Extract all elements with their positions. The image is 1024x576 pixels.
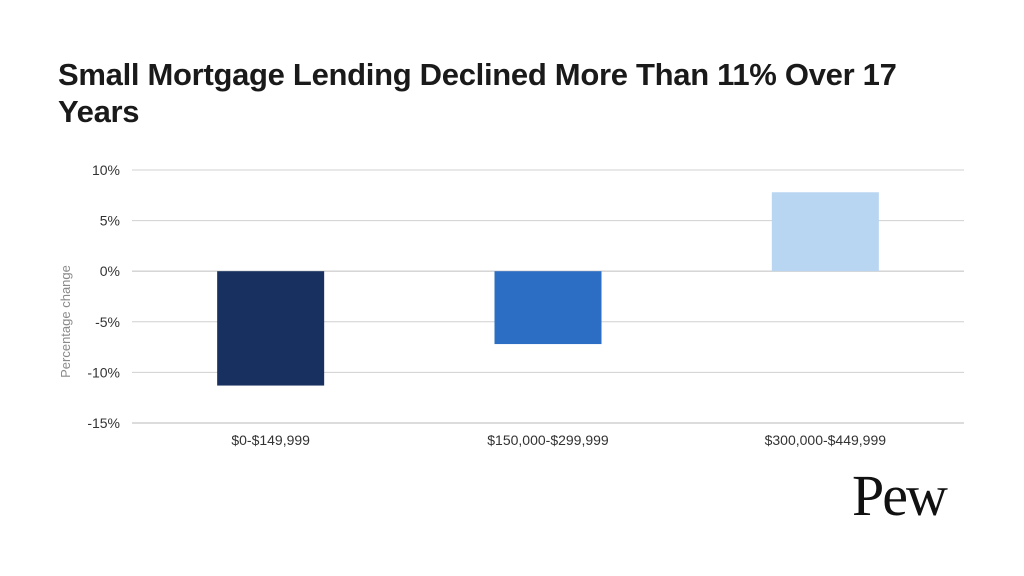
y-tick-label: 0% (100, 263, 120, 279)
x-tick-label: $0-$149,999 (231, 432, 310, 448)
pew-logo: Pew (852, 463, 948, 528)
y-axis-ticks: 10% 5% 0% -5% -10% -15% (87, 162, 120, 431)
x-tick-label: $150,000-$299,999 (487, 432, 609, 448)
y-tick-label: -15% (87, 415, 120, 431)
y-tick-label: -5% (95, 314, 120, 330)
y-axis-title: Percentage change (58, 265, 73, 378)
chart-title: Small Mortgage Lending Declined More Tha… (58, 57, 897, 129)
y-tick-label: 5% (100, 213, 120, 229)
bar (771, 192, 879, 272)
bar (494, 271, 602, 345)
y-tick-label: -10% (87, 364, 120, 380)
bar (217, 271, 325, 386)
bars (217, 192, 879, 386)
x-axis-ticks: $0-$149,999 $150,000-$299,999 $300,000-$44… (231, 432, 886, 448)
x-tick-label: $300,000-$449,999 (765, 432, 887, 448)
y-tick-label: 10% (92, 162, 120, 178)
